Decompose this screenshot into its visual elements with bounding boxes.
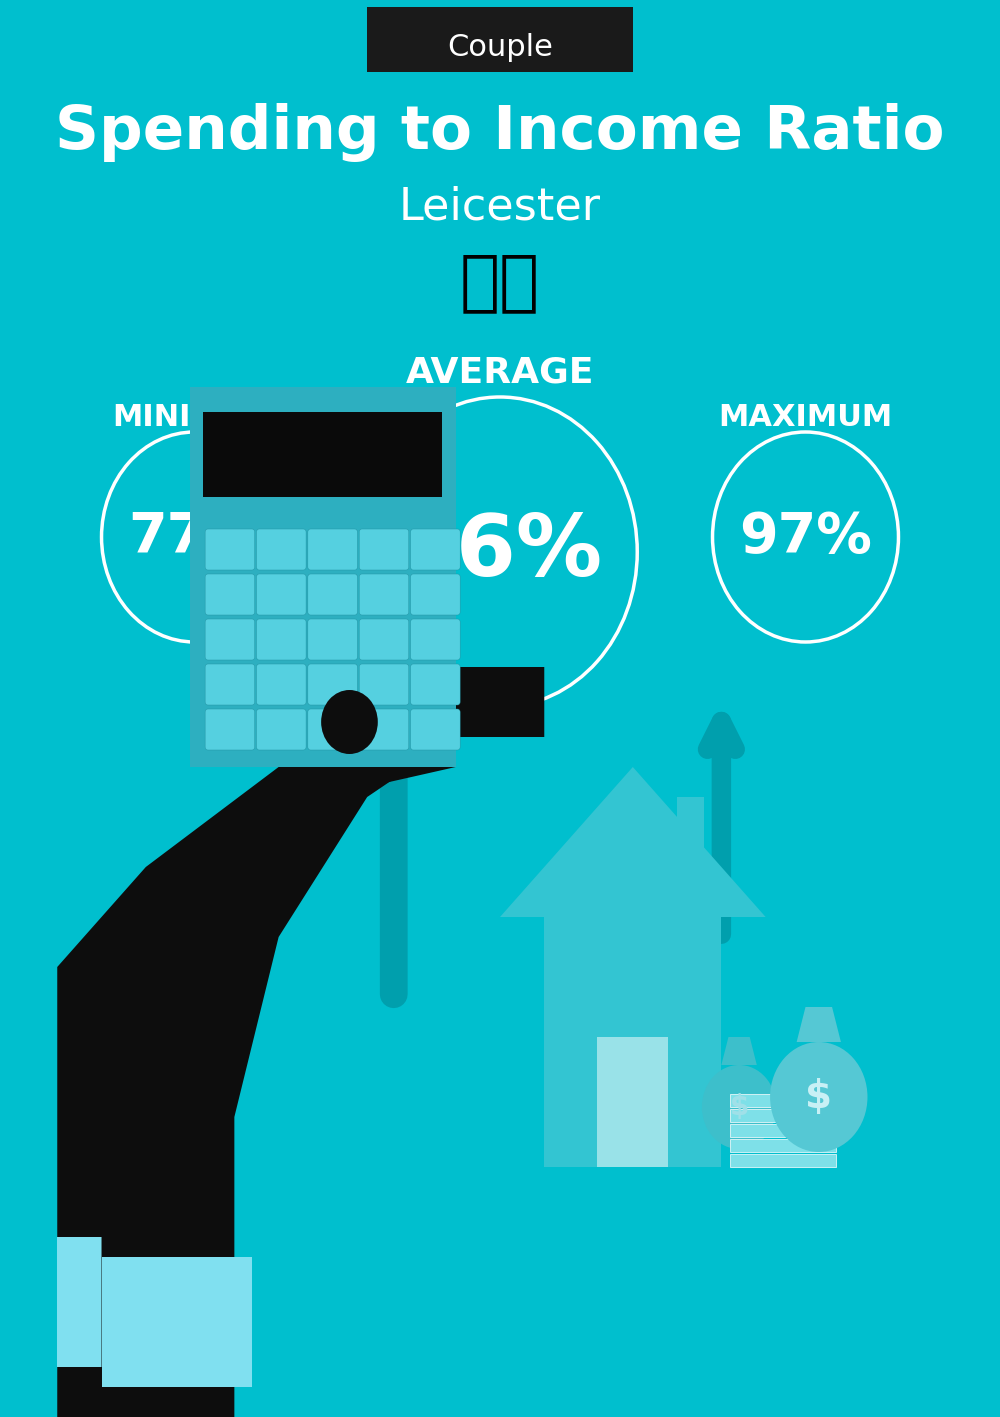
FancyBboxPatch shape [359, 708, 409, 750]
Polygon shape [721, 1037, 757, 1066]
Circle shape [702, 1066, 776, 1149]
Text: 86%: 86% [397, 510, 603, 594]
Polygon shape [500, 767, 766, 917]
Text: 77%: 77% [128, 510, 261, 564]
FancyBboxPatch shape [367, 7, 633, 72]
FancyBboxPatch shape [359, 665, 409, 706]
FancyBboxPatch shape [205, 529, 255, 570]
Bar [730, 1094, 836, 1107]
Text: MINIMUM: MINIMUM [113, 402, 276, 432]
Bar [190, 387, 456, 767]
Bar [730, 1139, 836, 1152]
Bar [730, 1153, 836, 1168]
Circle shape [321, 690, 378, 754]
Polygon shape [57, 1237, 164, 1367]
FancyBboxPatch shape [308, 529, 357, 570]
FancyBboxPatch shape [256, 619, 306, 660]
Polygon shape [57, 697, 456, 1417]
FancyBboxPatch shape [205, 619, 255, 660]
Text: AVERAGE: AVERAGE [406, 356, 594, 390]
FancyBboxPatch shape [359, 574, 409, 615]
FancyBboxPatch shape [411, 708, 460, 750]
Polygon shape [102, 1257, 252, 1387]
Circle shape [770, 1041, 867, 1152]
FancyBboxPatch shape [411, 529, 460, 570]
Bar [730, 1110, 836, 1122]
FancyBboxPatch shape [256, 708, 306, 750]
Text: Leicester: Leicester [399, 186, 601, 228]
FancyBboxPatch shape [256, 574, 306, 615]
FancyBboxPatch shape [411, 574, 460, 615]
Bar [730, 1124, 836, 1136]
Polygon shape [102, 667, 544, 1417]
Polygon shape [597, 1037, 668, 1168]
Text: $: $ [729, 1093, 749, 1121]
Polygon shape [797, 1007, 841, 1041]
FancyBboxPatch shape [308, 665, 357, 706]
Text: Spending to Income Ratio: Spending to Income Ratio [55, 102, 945, 162]
Text: Couple: Couple [447, 33, 553, 61]
Text: 97%: 97% [739, 510, 872, 564]
Text: $: $ [805, 1078, 832, 1117]
Polygon shape [677, 796, 704, 867]
Bar [203, 412, 442, 497]
FancyBboxPatch shape [205, 665, 255, 706]
FancyBboxPatch shape [205, 574, 255, 615]
FancyBboxPatch shape [256, 529, 306, 570]
FancyBboxPatch shape [308, 619, 357, 660]
FancyBboxPatch shape [411, 665, 460, 706]
FancyBboxPatch shape [308, 708, 357, 750]
FancyBboxPatch shape [256, 665, 306, 706]
FancyBboxPatch shape [359, 619, 409, 660]
Polygon shape [544, 917, 721, 1168]
FancyBboxPatch shape [205, 708, 255, 750]
FancyBboxPatch shape [359, 529, 409, 570]
FancyBboxPatch shape [308, 574, 357, 615]
Text: 🇬🇧: 🇬🇧 [460, 249, 540, 315]
FancyBboxPatch shape [411, 619, 460, 660]
Text: MAXIMUM: MAXIMUM [718, 402, 893, 432]
